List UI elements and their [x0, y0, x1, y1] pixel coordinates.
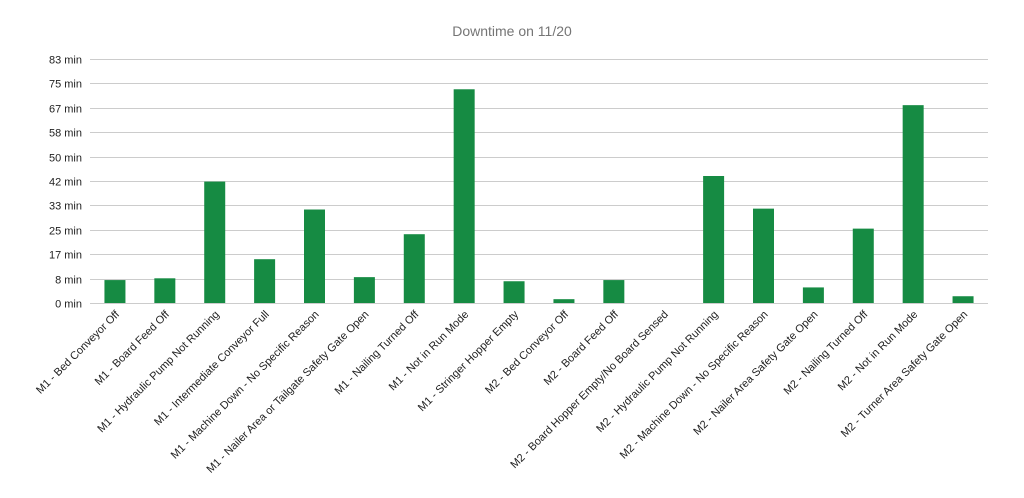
bar[interactable]	[703, 176, 725, 303]
bar[interactable]	[304, 209, 325, 303]
bar[interactable]	[802, 287, 824, 303]
y-tick-label: 25 min	[49, 226, 82, 238]
bar[interactable]	[753, 208, 774, 303]
bar[interactable]	[952, 296, 974, 303]
bar[interactable]	[453, 89, 475, 304]
bar[interactable]	[902, 105, 924, 303]
y-tick-label: 8 min	[55, 275, 82, 287]
bars	[104, 89, 974, 304]
y-tick-label: 50 min	[49, 153, 82, 165]
y-tick-label: 67 min	[49, 104, 82, 116]
x-category-label: M2 - Bed Conveyor Off	[483, 308, 572, 397]
y-tick-label: 75 min	[49, 79, 82, 91]
bar[interactable]	[154, 278, 176, 303]
bar[interactable]	[852, 228, 874, 303]
x-category-label: M1 - Nailing Turned Off	[333, 308, 422, 397]
y-tick-label: 33 min	[49, 201, 82, 213]
y-tick-label: 0 min	[55, 299, 82, 311]
bar[interactable]	[104, 280, 126, 303]
y-tick-label: 83 min	[49, 55, 82, 67]
y-axis-ticks: 0 min 8 min 17 min 25 min 33 min 42 min 50 min…	[49, 55, 82, 311]
bar[interactable]	[403, 234, 425, 303]
y-tick-label: 17 min	[49, 250, 82, 262]
bar[interactable]	[603, 280, 625, 303]
bar[interactable]	[353, 277, 375, 303]
chart-title: Downtime on 11/20	[452, 23, 572, 39]
x-category-label: M1 - Bed Conveyor Off	[34, 308, 123, 397]
gridlines	[90, 59, 988, 304]
x-category-label: M2 - Nailing Turned Off	[782, 308, 871, 397]
y-tick-label: 58 min	[49, 128, 82, 140]
x-category-label: M1 - Stringer Hopper Empty	[416, 308, 522, 414]
bar[interactable]	[204, 181, 226, 303]
bar[interactable]	[503, 281, 525, 303]
bar[interactable]	[553, 299, 575, 303]
y-tick-label: 42 min	[49, 177, 82, 189]
bar[interactable]	[254, 259, 276, 303]
